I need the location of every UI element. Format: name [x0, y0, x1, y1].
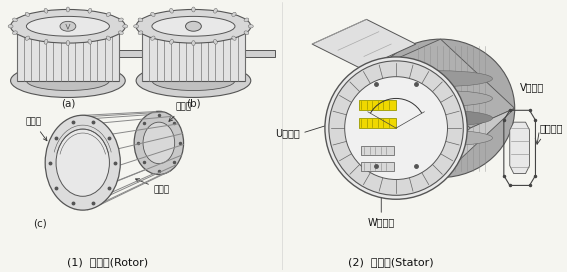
- Polygon shape: [245, 50, 274, 57]
- Ellipse shape: [119, 31, 123, 35]
- Ellipse shape: [152, 71, 235, 91]
- Text: 120°: 120°: [378, 166, 398, 175]
- Polygon shape: [396, 108, 515, 197]
- Text: 단락환: 단락환: [26, 118, 47, 141]
- Ellipse shape: [26, 36, 29, 40]
- Text: 각상권선: 각상권선: [539, 123, 563, 133]
- Text: (2)  고정자(Stator): (2) 고정자(Stator): [348, 256, 434, 267]
- Ellipse shape: [388, 91, 493, 106]
- Bar: [358, 100, 396, 110]
- Text: W상권선: W상권선: [367, 217, 395, 227]
- Polygon shape: [103, 50, 142, 57]
- Text: (1)  회전자(Rotor): (1) 회전자(Rotor): [67, 256, 148, 267]
- Ellipse shape: [152, 16, 235, 36]
- Ellipse shape: [60, 21, 76, 31]
- Ellipse shape: [134, 24, 138, 28]
- Ellipse shape: [56, 129, 109, 196]
- Ellipse shape: [88, 8, 92, 13]
- Ellipse shape: [11, 10, 125, 43]
- Ellipse shape: [170, 39, 174, 44]
- Polygon shape: [142, 26, 245, 81]
- Ellipse shape: [44, 8, 48, 13]
- Bar: [362, 162, 394, 171]
- Text: (c): (c): [33, 218, 47, 228]
- Ellipse shape: [214, 8, 217, 13]
- Text: (a): (a): [61, 98, 75, 109]
- Ellipse shape: [325, 57, 467, 199]
- Ellipse shape: [232, 36, 236, 40]
- Text: 단락환: 단락환: [169, 103, 192, 121]
- Polygon shape: [510, 122, 530, 174]
- Ellipse shape: [11, 64, 125, 97]
- Bar: [358, 118, 396, 128]
- Ellipse shape: [214, 39, 217, 44]
- Ellipse shape: [136, 10, 251, 43]
- Ellipse shape: [138, 18, 143, 22]
- Ellipse shape: [88, 39, 92, 44]
- Ellipse shape: [44, 39, 48, 44]
- Ellipse shape: [248, 24, 253, 28]
- Polygon shape: [16, 26, 119, 81]
- Ellipse shape: [232, 12, 236, 17]
- Ellipse shape: [138, 31, 143, 35]
- Ellipse shape: [388, 110, 493, 126]
- Ellipse shape: [134, 111, 184, 175]
- Ellipse shape: [329, 61, 463, 195]
- Ellipse shape: [345, 77, 447, 180]
- Ellipse shape: [170, 8, 174, 13]
- Ellipse shape: [27, 71, 109, 91]
- Text: (b): (b): [186, 98, 201, 109]
- Ellipse shape: [107, 12, 111, 17]
- Text: 도체봉: 도체봉: [136, 179, 170, 194]
- Ellipse shape: [143, 122, 175, 164]
- Ellipse shape: [136, 64, 251, 97]
- Ellipse shape: [192, 41, 195, 45]
- Ellipse shape: [8, 24, 13, 28]
- Ellipse shape: [151, 12, 155, 17]
- Ellipse shape: [388, 130, 493, 146]
- Text: V상권선: V상권선: [519, 83, 544, 92]
- Ellipse shape: [119, 18, 123, 22]
- Ellipse shape: [244, 31, 249, 35]
- Ellipse shape: [123, 24, 128, 28]
- Ellipse shape: [27, 16, 109, 36]
- Polygon shape: [396, 39, 515, 128]
- Ellipse shape: [244, 18, 249, 22]
- Ellipse shape: [66, 41, 70, 45]
- Ellipse shape: [388, 71, 493, 86]
- Ellipse shape: [366, 39, 515, 178]
- Ellipse shape: [12, 18, 18, 22]
- Ellipse shape: [66, 7, 70, 12]
- Ellipse shape: [107, 36, 111, 40]
- Bar: [362, 146, 394, 155]
- Ellipse shape: [192, 7, 195, 12]
- Ellipse shape: [12, 31, 18, 35]
- Ellipse shape: [151, 36, 155, 40]
- Text: U상권선: U상권선: [276, 128, 300, 138]
- Ellipse shape: [100, 50, 105, 57]
- Ellipse shape: [26, 12, 29, 17]
- Ellipse shape: [185, 21, 201, 31]
- Polygon shape: [312, 19, 416, 69]
- Ellipse shape: [45, 115, 120, 210]
